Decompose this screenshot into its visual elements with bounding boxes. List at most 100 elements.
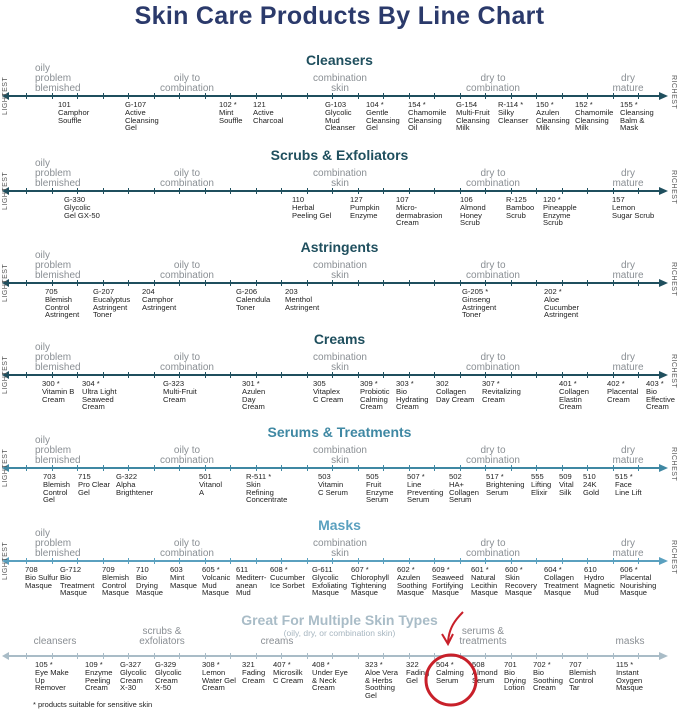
axis-tick bbox=[51, 372, 53, 378]
product-name: Vitamin B Cream bbox=[42, 386, 75, 404]
axis-tick bbox=[102, 558, 104, 564]
section-title: Cleansers bbox=[306, 52, 373, 68]
product-item: 505 Fruit Enzyme Serum bbox=[366, 473, 393, 504]
product-item: G-205 * Ginseng Astringent Toner bbox=[462, 288, 496, 319]
product-name: Multi-Fruit Cream bbox=[163, 386, 197, 404]
product-code: 715 bbox=[78, 472, 91, 481]
product-item: 508 Almond Serum bbox=[472, 661, 498, 684]
product-name: Pro Clear Gel bbox=[78, 479, 111, 497]
axis-tick bbox=[434, 372, 435, 378]
product-code: 710 bbox=[136, 565, 149, 574]
axis-tick bbox=[26, 188, 27, 194]
product-name: Glycolic Exfoliating Masque bbox=[312, 572, 348, 598]
arrow-left-icon bbox=[2, 652, 9, 660]
product-name: Almond Honey Scrub bbox=[460, 202, 486, 228]
axis-tick bbox=[357, 653, 359, 659]
product-item: 607 * Chlorophyll Tightening Masque bbox=[351, 566, 389, 597]
axis-tick bbox=[459, 372, 461, 378]
product-name: Chlorophyll Tightening Masque bbox=[351, 572, 389, 598]
section-title: Creams bbox=[313, 331, 366, 347]
product-item: 603 Mint Masque bbox=[170, 566, 197, 589]
product-name: Volcanic Mud Masque bbox=[202, 572, 231, 598]
arrow-head-icon bbox=[441, 633, 454, 647]
product-code: 610 bbox=[584, 565, 597, 574]
product-code: 707 bbox=[569, 660, 582, 669]
product-name: Mint Souffle bbox=[219, 107, 243, 125]
product-item: 507 * Line Preventing Serum bbox=[407, 473, 443, 504]
product-name: Collagen Day Cream bbox=[436, 386, 475, 404]
product-item: 407 * Microsilk C Cream bbox=[273, 661, 303, 684]
product-code: 509 bbox=[559, 472, 572, 481]
zone-label: oily to combination bbox=[160, 352, 214, 373]
product-item: G-611 Glycolic Exfoliating Masque bbox=[312, 566, 347, 597]
axis-tick bbox=[204, 280, 206, 286]
product-name: Hydro Magnetic Mud bbox=[584, 572, 615, 598]
axis-tick bbox=[179, 465, 180, 471]
axis-tick bbox=[357, 188, 359, 194]
axis-tick bbox=[306, 465, 308, 471]
axis-tick bbox=[77, 465, 78, 471]
product-code: 407 * bbox=[273, 660, 291, 669]
axis-tick bbox=[26, 653, 27, 659]
axis-tick bbox=[153, 280, 155, 286]
product-item: 515 * Face Line Lift bbox=[615, 473, 642, 496]
axis-tick bbox=[230, 465, 231, 471]
axis-tick bbox=[26, 465, 27, 471]
axis-tick bbox=[153, 558, 155, 564]
product-item: 305 Vitaplex C Cream bbox=[313, 380, 343, 403]
product-code: 555 bbox=[531, 472, 544, 481]
product-item: 102 * Mint Souffle bbox=[219, 101, 243, 124]
axis-tick bbox=[306, 558, 308, 564]
zone-label: combination skin bbox=[313, 168, 367, 189]
product-code: 152 * bbox=[575, 100, 593, 109]
product-name: Menthol Astringent bbox=[285, 294, 320, 312]
axis-tick bbox=[383, 372, 384, 378]
product-item: 300 * Vitamin B Cream bbox=[42, 380, 74, 403]
zone-label: dry to combination bbox=[466, 73, 520, 94]
zone-label: combination skin bbox=[313, 260, 367, 281]
product-code: 157 bbox=[612, 195, 625, 204]
product-item: 501 Vitanol A bbox=[199, 473, 222, 496]
product-name: Chamomile Cleansing Milk bbox=[575, 107, 614, 133]
axis-tick bbox=[77, 558, 78, 564]
zone-label: oily to combination bbox=[160, 445, 214, 466]
product-name: Aloe Vera & Herbs Soothing Gel bbox=[365, 667, 398, 701]
product-item: G-322 Alpha Brigthtener bbox=[116, 473, 153, 496]
product-code: 308 * bbox=[202, 660, 220, 669]
product-item: 110 Herbal Peeling Gel bbox=[292, 196, 331, 219]
product-item: 701 Bio Drying Lotion bbox=[504, 661, 526, 692]
axis-tick bbox=[638, 93, 639, 99]
axis-tick bbox=[434, 93, 435, 99]
axis-tick bbox=[510, 465, 512, 471]
product-code: 508 bbox=[472, 660, 485, 669]
highlight-circle bbox=[424, 653, 478, 707]
product-code: G-322 bbox=[116, 472, 138, 481]
product-name: Almond Serum bbox=[472, 667, 498, 685]
axis-tick bbox=[638, 188, 639, 194]
product-item: 602 * Azulen Soothing Masque bbox=[397, 566, 427, 597]
product-code: G-206 bbox=[236, 287, 258, 296]
product-name: Vitanol A bbox=[199, 479, 223, 497]
product-item: 509 Vital Silk bbox=[559, 473, 574, 496]
product-item: 115 * Instant Oxygen Masque bbox=[616, 661, 643, 692]
product-name: Camphor Astringent bbox=[142, 294, 177, 312]
product-item: 610 Hydro Magnetic Mud bbox=[584, 566, 615, 597]
product-item: 307 * Revitalizing Cream bbox=[482, 380, 521, 403]
product-name: Blemish Control Gel bbox=[43, 479, 71, 505]
product-code: 305 bbox=[313, 379, 326, 388]
zone-label: combination skin bbox=[313, 445, 367, 466]
zone-label: dry to combination bbox=[466, 538, 520, 559]
product-item: 109 * Enzyme Peeling Cream bbox=[85, 661, 112, 692]
section-axis bbox=[2, 187, 668, 195]
product-code: 154 * bbox=[408, 100, 426, 109]
axis-tick bbox=[357, 280, 359, 286]
product-code: G-712 bbox=[60, 565, 82, 574]
axis-tick bbox=[485, 93, 486, 99]
product-code: 607 * bbox=[351, 565, 369, 574]
product-code: 611 bbox=[236, 565, 249, 574]
product-name: Ginseng Astringent Toner bbox=[462, 294, 497, 320]
product-item: 309 * Probiotic Calming Cream bbox=[360, 380, 390, 411]
axis-tick bbox=[357, 372, 359, 378]
product-name: Glycolic Cream X-30 bbox=[120, 667, 147, 693]
product-item: 510 24K Gold bbox=[583, 473, 599, 496]
